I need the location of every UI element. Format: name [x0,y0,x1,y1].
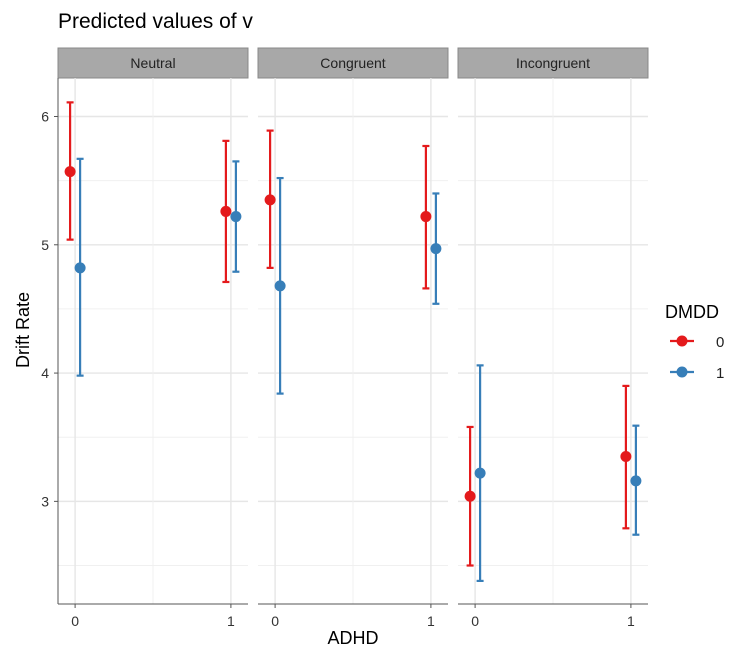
legend-title: DMDD [665,302,719,322]
x-tick-label: 0 [471,613,479,629]
facet-strip [57,47,249,79]
chart-title: Predicted values of v [58,10,253,33]
y-tick-label: 3 [41,493,49,509]
data-point [230,211,242,223]
facet-strip [457,47,649,79]
facet-label: Incongruent [516,55,590,71]
data-point [620,450,632,462]
x-tick-label: 1 [427,613,435,629]
data-point [464,490,476,502]
panels-layer: Neutral 0 1 3 4 5 6 Congruent 0 1 Incongruent 0 1 [41,47,649,629]
x-tick-label: 1 [227,613,235,629]
y-axis-label: Drift Rate [13,292,33,368]
data-point [474,467,486,479]
x-tick-label: 1 [627,613,635,629]
data-point [64,166,76,178]
y-tick-label: 4 [41,365,49,381]
panel-congruent: Congruent 0 1 [257,47,449,629]
data-point [274,280,286,292]
legend: 01 [670,334,724,382]
facet-label: Neutral [130,55,175,71]
x-axis-label: ADHD [327,628,378,648]
facet-label: Congruent [320,55,385,71]
data-point [630,475,642,487]
x-tick-label: 0 [271,613,279,629]
data-point [430,243,442,255]
panel-incongruent: Incongruent 0 1 [457,47,649,629]
x-tick-label: 0 [71,613,79,629]
facet-strip [257,47,449,79]
legend-key-point [676,366,688,378]
panel-neutral: Neutral 0 1 3 4 5 6 [41,47,249,629]
data-point [220,205,232,217]
y-tick-label: 5 [41,237,49,253]
legend-label: 1 [716,365,724,382]
data-point [74,262,86,274]
legend-key-point [676,335,688,347]
data-point [420,211,432,223]
y-tick-label: 6 [41,108,49,124]
data-point [264,194,276,206]
legend-label: 0 [716,334,724,351]
